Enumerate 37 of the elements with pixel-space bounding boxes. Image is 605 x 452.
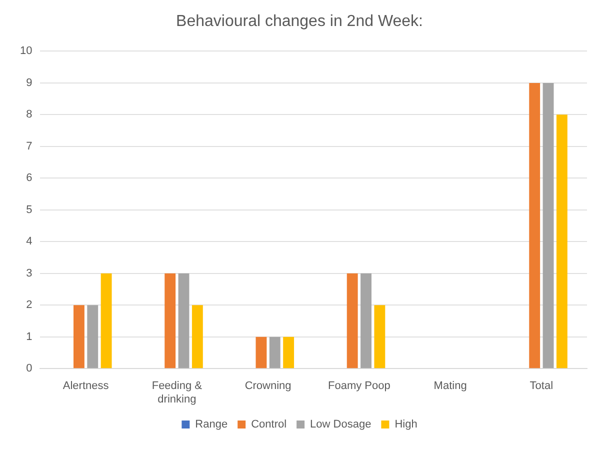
- legend-label: High: [394, 418, 418, 431]
- bar: [256, 336, 267, 368]
- y-tick-label: 2: [26, 299, 32, 312]
- bar: [100, 273, 112, 368]
- y-tick-label: 9: [26, 76, 32, 89]
- y-tick-label: 6: [26, 172, 32, 184]
- legend-label: Range: [195, 418, 228, 431]
- y-tick-label: 10: [20, 45, 32, 58]
- bar: [529, 82, 540, 368]
- chart-title: Behavioural changes in 2nd Week:: [176, 13, 423, 30]
- x-tick-label: Crowning: [244, 380, 292, 392]
- x-tick-label: Foamy Poop: [328, 380, 390, 392]
- bar: [283, 336, 294, 368]
- y-tick-label: 1: [26, 330, 32, 343]
- bar: [192, 305, 203, 368]
- bar: [73, 305, 84, 368]
- y-tick-label: 0: [26, 362, 32, 375]
- x-tick-label: Mating: [434, 380, 467, 392]
- x-tick-label: Alertness: [62, 380, 110, 392]
- legend-label: Low Dosage: [310, 418, 372, 431]
- bar: [542, 82, 554, 368]
- bar: [269, 336, 280, 368]
- bar: [374, 305, 386, 368]
- x-tick-label: Feeding & drinking: [152, 380, 203, 406]
- x-tick-label: Total: [530, 380, 554, 392]
- bar: [164, 273, 176, 368]
- bar: [346, 273, 358, 368]
- bar: [360, 273, 372, 368]
- y-tick-label: 5: [26, 204, 32, 216]
- y-tick-label: 8: [26, 108, 32, 121]
- bar: [87, 305, 98, 368]
- y-tick-label: 7: [26, 140, 32, 152]
- y-tick-label: 3: [26, 267, 32, 280]
- legend-label: Control: [251, 418, 287, 431]
- bar: [178, 273, 190, 368]
- y-tick-label: 4: [26, 236, 32, 248]
- bar: [556, 114, 568, 368]
